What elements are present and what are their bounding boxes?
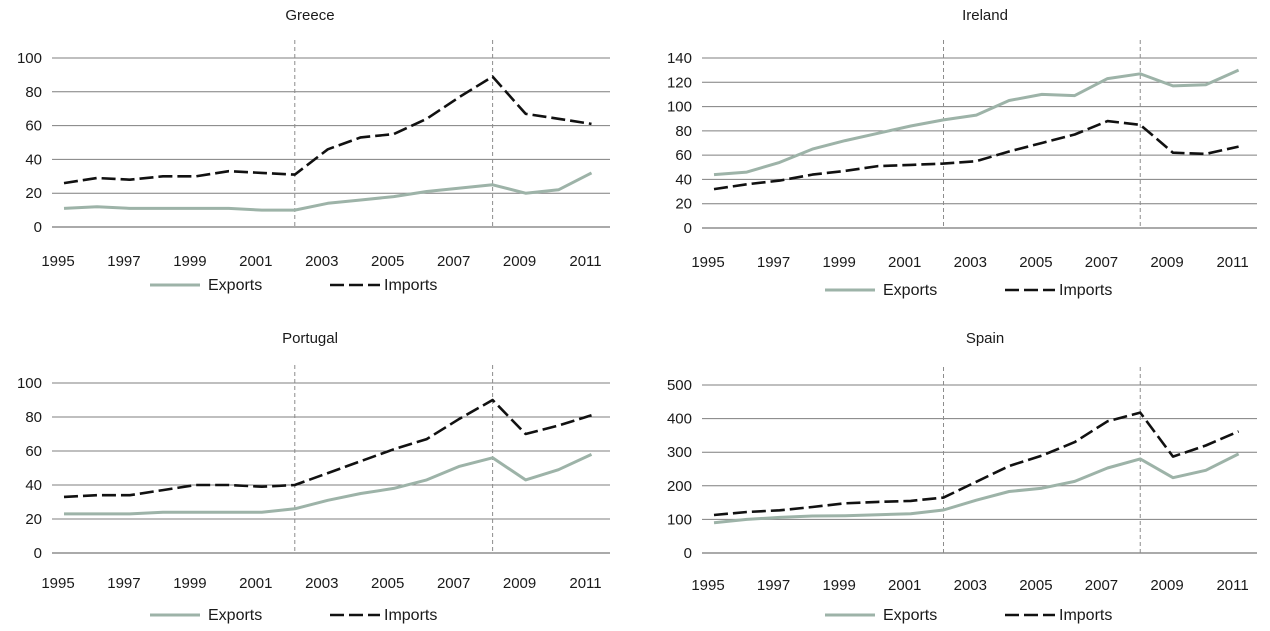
x-tick-label: 2001 [888,577,921,594]
x-tick-label: 2007 [437,253,470,270]
y-tick-label: 140 [667,50,692,67]
y-tick-label: 0 [34,545,42,562]
chart-panel-greece: Greece 0 20 40 60 80 100 1995 1997 1999 2001 2003 20… [17,7,610,294]
legend-label-exports: Exports [883,607,937,624]
x-tick-label: 2005 [1019,577,1052,594]
legend-label-imports: Imports [384,607,437,624]
y-tick-label: 0 [684,545,692,562]
x-tick-label: 2011 [1216,577,1248,594]
x-tick-label: 2007 [1085,577,1118,594]
x-tick-label: 2001 [239,253,272,270]
x-tick-label: 2011 [569,575,601,592]
y-tick-label: 20 [675,196,692,213]
exports-line [63,171,593,212]
x-tick-label: 1999 [173,253,206,270]
x-tick-label: 1997 [107,253,140,270]
x-tick-label: 2003 [954,254,987,271]
legend-label-imports: Imports [384,277,437,294]
x-tick-label: 1999 [822,577,855,594]
x-tick-label: 2007 [437,575,470,592]
x-tick-label: 2011 [1216,254,1248,271]
y-tick-label: 400 [667,411,692,428]
y-tick-label: 20 [25,185,42,202]
y-tick-label: 120 [667,74,692,91]
y-tick-label: 20 [25,511,42,528]
x-tick-label: 1997 [107,575,140,592]
legend-label-exports: Exports [208,607,262,624]
x-tick-label: 2005 [371,575,404,592]
y-tick-label: 40 [25,477,42,494]
x-tick-label: 1995 [691,577,724,594]
y-tick-label: 100 [667,99,692,116]
y-tick-label: 300 [667,444,692,461]
x-tick-label: 1995 [691,254,724,271]
x-tick-label: 1997 [757,577,790,594]
y-tick-label: 40 [675,171,692,188]
imports-line [713,119,1239,191]
legend-label-imports: Imports [1059,282,1112,299]
x-tick-label: 2003 [305,575,338,592]
exports-line [713,68,1240,177]
y-tick-label: 60 [25,118,42,135]
chart-title: Portugal [282,330,338,347]
x-tick-label: 2009 [1150,254,1183,271]
chart-panel-portugal: Portugal 0 20 40 60 80 100 1995 1997 1999 2001 2003… [17,330,610,624]
y-tick-label: 0 [34,219,42,236]
y-tick-label: 100 [17,50,42,67]
x-tick-label: 2011 [569,253,601,270]
exports-line [64,453,593,516]
x-tick-label: 2009 [503,253,536,270]
x-tick-label: 2003 [954,577,987,594]
x-tick-label: 1997 [757,254,790,271]
x-tick-label: 1999 [822,254,855,271]
legend-label-imports: Imports [1059,607,1112,624]
chart-panel-ireland: Ireland 0 20 40 60 80 100 120 140 1995 1997 1999 200… [667,7,1257,299]
chart-title: Ireland [962,7,1008,24]
x-tick-label: 1995 [41,575,74,592]
x-tick-label: 2005 [1019,254,1052,271]
legend-label-exports: Exports [208,277,262,294]
x-tick-label: 2009 [1150,577,1183,594]
y-tick-label: 40 [25,151,42,168]
y-tick-label: 0 [684,220,692,237]
y-tick-label: 60 [675,147,692,164]
x-tick-label: 2007 [1085,254,1118,271]
imports-line [713,411,1240,517]
x-tick-label: 2001 [888,254,921,271]
chart-title: Greece [285,7,334,24]
y-tick-label: 80 [25,409,42,426]
chart-panel-spain: Spain 0 100 200 300 400 500 1995 1997 1999 2001 200… [667,330,1257,624]
y-tick-label: 100 [17,375,42,392]
imports-line [63,398,592,499]
y-tick-label: 80 [675,123,692,140]
legend-label-exports: Exports [883,282,937,299]
exports-line [713,452,1240,525]
imports-line [63,75,592,185]
x-tick-label: 2003 [305,253,338,270]
y-tick-label: 100 [667,511,692,528]
x-tick-label: 2005 [371,253,404,270]
y-tick-label: 500 [667,377,692,394]
chart-title: Spain [966,330,1004,347]
y-tick-label: 60 [25,443,42,460]
y-tick-label: 200 [667,478,692,495]
x-tick-label: 1999 [173,575,206,592]
x-tick-label: 2001 [239,575,272,592]
x-tick-label: 1995 [41,253,74,270]
y-tick-label: 80 [25,84,42,101]
x-tick-label: 2009 [503,575,536,592]
